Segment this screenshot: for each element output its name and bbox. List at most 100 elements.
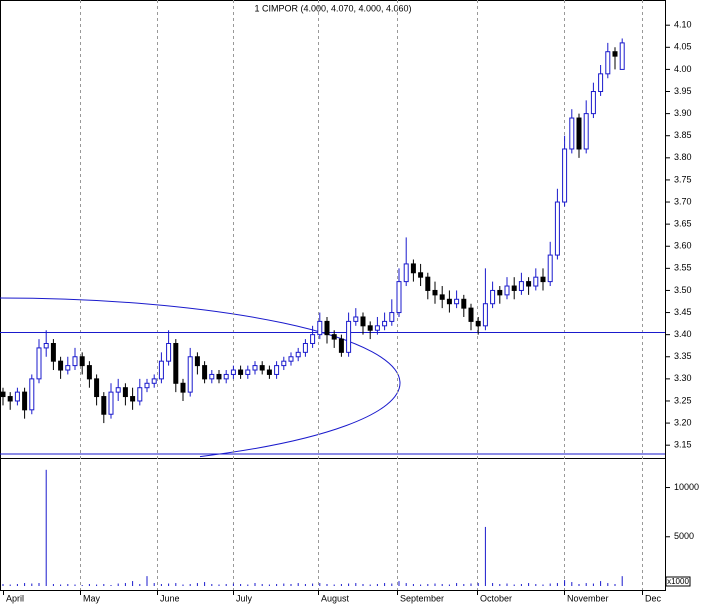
candle-body [259,365,265,371]
candle-body [490,289,496,305]
candle-body [432,289,438,296]
y-tick-label: 3.55 [674,263,692,273]
candle-body [576,117,582,150]
y-tick-label: 3.95 [674,86,692,96]
candle-body [173,343,179,384]
candle-body [101,396,107,415]
candle-body [137,387,143,402]
candle-body [144,382,150,389]
y-tick-label: 3.30 [674,373,692,383]
y-tick-label: 3.65 [674,219,692,229]
candle-body [338,338,344,353]
y-tick-label: 3.20 [674,417,692,427]
x-tick-label: April [6,593,24,603]
candle-body [274,365,280,375]
volume-y-tick-label: 5000 [674,531,694,541]
candle-body [43,343,49,349]
candle-body [108,391,114,415]
candle-body [410,263,416,274]
candle-body [324,320,330,336]
candle-body [533,276,539,287]
candle-body [158,360,164,380]
candle-body [115,387,121,393]
candle-body [360,316,366,327]
y-tick-label: 3.35 [674,351,692,361]
candle-body [554,201,560,256]
candle-body [122,387,128,398]
candle-body [562,148,568,203]
candle-body [22,391,28,411]
candle-body [353,316,359,322]
candle-body [418,272,424,278]
candle-body [389,312,395,322]
volume-unit: x1000 [667,577,689,586]
candle-body [302,343,308,353]
candle-body [511,285,517,291]
candle-body [295,351,301,358]
candle-body [598,73,604,93]
candle-body [374,325,380,331]
candle-body [518,281,524,291]
y-tick-label: 3.25 [674,395,692,405]
candle-body [151,378,157,384]
candle-body [245,369,251,375]
candle-body [216,373,222,380]
y-tick-label: 3.75 [674,174,692,184]
candle-body [482,303,488,327]
candle-body [252,365,258,371]
candle-body [166,343,172,362]
candle-body [310,334,316,344]
candle-body [72,356,78,367]
candle-body [446,298,452,305]
candle-body [230,369,236,375]
candle-body [281,360,287,367]
candle-body [605,51,611,75]
y-tick-label: 4.10 [674,20,692,30]
candle-body [403,263,409,283]
candle-body [187,356,193,393]
candle-body [50,343,56,362]
candle-body [14,391,20,402]
candle-body [396,281,402,314]
candle-body [130,396,136,402]
y-tick-label: 4.05 [674,42,692,52]
candle-body [266,369,272,375]
y-tick-label: 3.45 [674,307,692,317]
y-tick-label: 3.40 [674,329,692,339]
candle-body [209,373,215,380]
volume-y-tick-label: 10000 [674,482,699,492]
candle-body [461,298,467,309]
x-tick-label: October [480,593,512,603]
candle-body [180,382,186,393]
candle-body [569,117,575,150]
y-tick-label: 3.80 [674,152,692,162]
x-tick-label: November [567,593,609,603]
candle-body [65,365,71,371]
plot-frame [0,0,666,591]
candle-body [194,356,200,367]
candle-body [382,320,388,327]
ellipse-annotation [0,297,401,458]
candle-body [202,365,208,380]
candle-body [86,365,92,380]
x-tick-label: August [321,593,350,603]
y-tick-label: 3.15 [674,440,692,450]
candle-body [7,396,13,402]
candle-body [94,378,100,398]
y-tick-label: 3.60 [674,241,692,251]
candle-body [346,320,352,353]
candle-body [79,356,85,367]
candle-body [331,334,337,340]
candle-body [619,42,625,70]
candle-body [367,325,373,331]
candle-body [454,298,460,305]
candle-body [475,320,481,327]
candle-body [468,307,474,322]
candle-body [36,347,42,380]
candle-body [29,378,35,411]
candle-body [583,113,589,150]
y-tick-label: 3.85 [674,130,692,140]
x-tick-label: June [160,593,180,603]
x-tick-label: September [400,593,444,603]
